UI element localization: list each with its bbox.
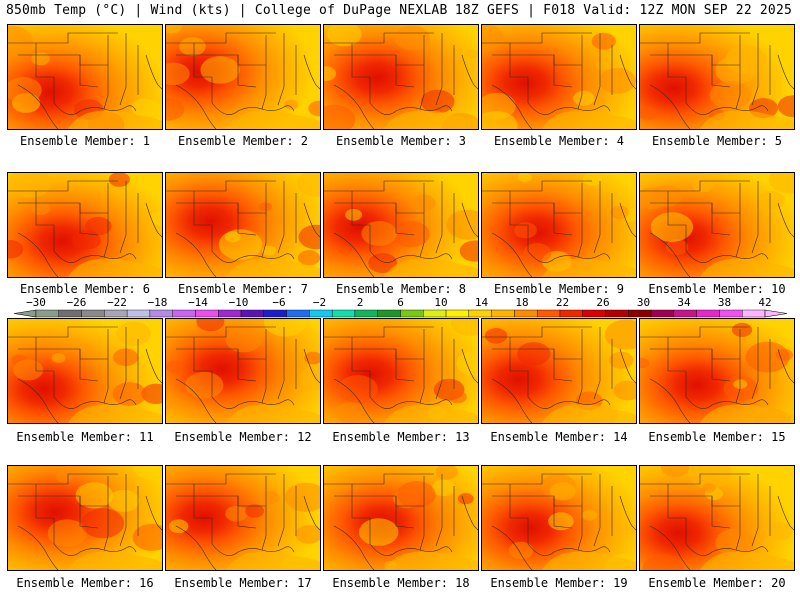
colorbar-right-arrow [764, 309, 788, 318]
colorbar-swatch [423, 309, 447, 318]
ensemble-map-panel-5[interactable] [639, 24, 795, 130]
colorbar-tick-label: 26 [596, 296, 609, 309]
ensemble-map-panel-16[interactable] [7, 465, 163, 571]
colorbar-tick-label: 34 [677, 296, 691, 309]
colorbar-tick-label: 42 [758, 296, 771, 309]
colorbar-swatch [331, 309, 356, 318]
ensemble-map-panel-7[interactable] [165, 172, 321, 278]
panel-label-3: Ensemble Member: 3 [335, 134, 467, 148]
panel-label-2: Ensemble Member: 2 [177, 134, 309, 148]
colorbar-tick-label: −30 [26, 296, 46, 309]
colorbar-swatch [605, 309, 629, 318]
panel-label-8: Ensemble Member: 8 [335, 282, 467, 296]
panel-label-19: Ensemble Member: 19 [490, 576, 628, 590]
panel-label-9: Ensemble Member: 9 [493, 282, 625, 296]
colorbar-swatch [126, 309, 151, 318]
colorbar-swatch [35, 309, 59, 318]
colorbar-swatch [628, 309, 652, 318]
colorbar-swatch [696, 309, 720, 318]
colorbar-tick-label: 10 [434, 296, 447, 309]
panel-label-15: Ensemble Member: 15 [648, 430, 786, 444]
colorbar-swatch [263, 309, 287, 318]
panel-label-14: Ensemble Member: 14 [490, 430, 628, 444]
colorbar-tick-label: 30 [637, 296, 650, 309]
colorbar-swatch [172, 309, 196, 318]
colorbar-swatch [81, 309, 105, 318]
ensemble-map-panel-8[interactable] [323, 172, 479, 278]
panel-label-5: Ensemble Member: 5 [651, 134, 783, 148]
panel-label-6: Ensemble Member: 6 [19, 282, 151, 296]
colorbar-tick-label: −10 [229, 296, 249, 309]
colorbar-tick-label: −18 [148, 296, 168, 309]
colorbar-tick-label: −26 [67, 296, 87, 309]
ensemble-map-panel-13[interactable] [323, 318, 479, 424]
colorbar-tick-label: 38 [718, 296, 731, 309]
colorbar-swatch [514, 309, 538, 318]
ensemble-map-panel-20[interactable] [639, 465, 795, 571]
ensemble-map-panel-19[interactable] [481, 465, 637, 571]
panel-label-11: Ensemble Member: 11 [16, 430, 154, 444]
colorbar-swatch [742, 309, 766, 318]
title-left: 850mb Temp (°C) | Wind (kts) | College o… [6, 3, 448, 18]
colorbar-tick-label: −14 [188, 296, 208, 309]
colorbar-swatch [354, 309, 378, 318]
colorbar-tick-label: −2 [313, 296, 326, 309]
ensemble-map-panel-10[interactable] [639, 172, 795, 278]
colorbar-swatch [582, 309, 606, 318]
panel-label-12: Ensemble Member: 12 [174, 430, 312, 444]
panel-label-10: Ensemble Member: 10 [648, 282, 786, 296]
panel-label-17: Ensemble Member: 17 [174, 576, 312, 590]
colorbar-swatch [491, 309, 515, 318]
ensemble-map-panel-9[interactable] [481, 172, 637, 278]
colorbar-tick-label: 6 [397, 296, 404, 309]
colorbar-tick-label: 18 [515, 296, 528, 309]
colorbar-swatch [673, 309, 697, 318]
colorbar-swatch [468, 309, 492, 318]
colorbar-swatch [536, 309, 561, 318]
ensemble-map-panel-14[interactable] [481, 318, 637, 424]
colorbar-swatch [218, 309, 242, 318]
ensemble-map-panel-2[interactable] [165, 24, 321, 130]
colorbar-swatch [559, 309, 583, 318]
panel-label-18: Ensemble Member: 18 [332, 576, 470, 590]
panel-label-7: Ensemble Member: 7 [177, 282, 309, 296]
ensemble-map-panel-11[interactable] [7, 318, 163, 424]
ensemble-map-panel-1[interactable] [7, 24, 163, 130]
colorbar-swatch [445, 309, 470, 318]
colorbar-swatch [149, 309, 173, 318]
colorbar-tick-label: 2 [357, 296, 364, 309]
colorbar-tick-label: 14 [475, 296, 489, 309]
colorbar-swatch [719, 309, 743, 318]
ensemble-map-panel-6[interactable] [7, 172, 163, 278]
colorbar-tick-label: 22 [556, 296, 569, 309]
colorbar-swatch [286, 309, 310, 318]
colorbar-swatch [377, 309, 401, 318]
panel-label-4: Ensemble Member: 4 [493, 134, 625, 148]
ensemble-map-panel-4[interactable] [481, 24, 637, 130]
colorbar-swatch [400, 309, 424, 318]
color-scale-bar: −30 −26 −22 −18 −14 −10 −6 −2 2 6 10 14 18 22 26 30 34 38… [13, 296, 788, 318]
panel-label-16: Ensemble Member: 16 [16, 576, 154, 590]
panel-label-13: Ensemble Member: 13 [332, 430, 470, 444]
colorbar-swatch [309, 309, 333, 318]
ensemble-map-panel-15[interactable] [639, 318, 795, 424]
title-right: 18Z GEFS | F018 Valid: 12Z MON SEP 22 20… [454, 3, 792, 18]
colorbar-swatch [650, 309, 675, 318]
colorbar-swatch [240, 309, 265, 318]
ensemble-map-panel-12[interactable] [165, 318, 321, 424]
colorbar-tick-label: −6 [272, 296, 285, 309]
ensemble-map-panel-3[interactable] [323, 24, 479, 130]
colorbar-tick-label: −22 [107, 296, 127, 309]
colorbar-swatch [58, 309, 82, 318]
ensemble-map-panel-18[interactable] [323, 465, 479, 571]
ensemble-map-panel-17[interactable] [165, 465, 321, 571]
colorbar-swatch [195, 309, 219, 318]
colorbar-left-arrow [13, 309, 37, 318]
panel-label-1: Ensemble Member: 1 [19, 134, 151, 148]
colorbar-swatch [104, 309, 128, 318]
panel-label-20: Ensemble Member: 20 [648, 576, 786, 590]
